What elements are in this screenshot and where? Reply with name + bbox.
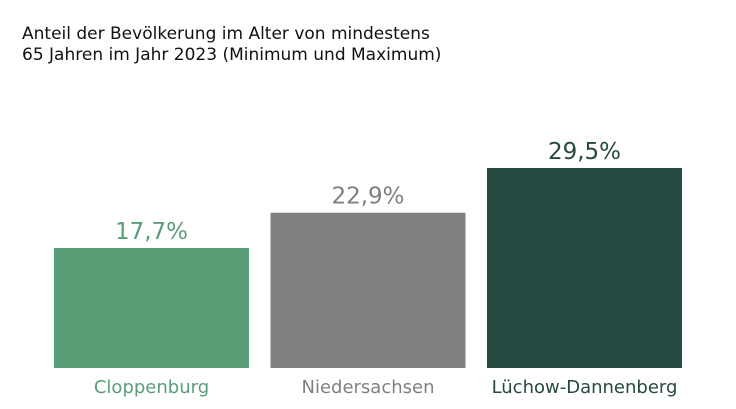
chart-title-line-2: 65 Jahren im Jahr 2023 (Minimum und Maxi… bbox=[22, 45, 442, 65]
chart-title: Anteil der Bevölkerung im Alter von mind… bbox=[22, 24, 441, 66]
category-label: Niedersachsen bbox=[301, 377, 434, 398]
category-label: Cloppenburg bbox=[94, 377, 209, 398]
category-label: Lüchow-Dannenberg bbox=[492, 377, 678, 398]
bar-l-chow-dannenberg bbox=[487, 168, 682, 368]
chart-title-line-1: Anteil der Bevölkerung im Alter von mind… bbox=[22, 24, 430, 44]
value-label: 22,9% bbox=[331, 184, 404, 210]
value-label: 29,5% bbox=[548, 139, 621, 165]
value-label: 17,7% bbox=[115, 219, 188, 245]
bar-cloppenburg bbox=[54, 248, 249, 368]
bar-niedersachsen bbox=[270, 212, 466, 368]
